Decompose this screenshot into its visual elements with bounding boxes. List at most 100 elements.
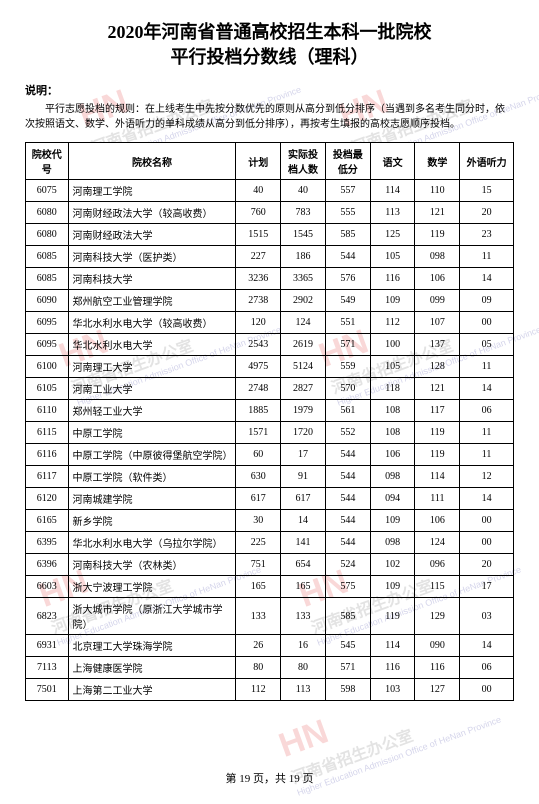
table-row: 6095华北水利水电大学（较高收费）12012455111210700 (26, 312, 514, 334)
cell-listen: 11 (460, 356, 514, 378)
cell-plan: 30 (236, 510, 281, 532)
col-header-name: 院校名称 (68, 143, 236, 180)
cell-listen: 14 (460, 378, 514, 400)
cell-code: 7113 (26, 657, 69, 679)
cell-score: 598 (325, 679, 370, 701)
cell-code: 6100 (26, 356, 69, 378)
page-title: 2020年河南省普通高校招生本科一批院校 平行投档分数线（理科） (25, 20, 514, 70)
cell-chinese: 112 (370, 312, 415, 334)
cell-score: 571 (325, 657, 370, 679)
cell-actual: 80 (281, 657, 326, 679)
cell-code: 6095 (26, 312, 69, 334)
table-row: 6080河南财经政法大学（较高收费）76078355511312120 (26, 202, 514, 224)
cell-actual: 133 (281, 598, 326, 635)
cell-plan: 1515 (236, 224, 281, 246)
cell-plan: 4975 (236, 356, 281, 378)
cell-actual: 5124 (281, 356, 326, 378)
table-row: 6396河南科技大学（农林类）75165452410209620 (26, 554, 514, 576)
table-row: 6931北京理工大学珠海学院261654511409014 (26, 635, 514, 657)
cell-chinese: 109 (370, 576, 415, 598)
cell-actual: 186 (281, 246, 326, 268)
cell-listen: 14 (460, 635, 514, 657)
table-row: 6095华北水利水电大学2543261957110013705 (26, 334, 514, 356)
cell-name: 中原工学院（软件类） (68, 466, 236, 488)
cell-actual: 3365 (281, 268, 326, 290)
cell-code: 6165 (26, 510, 69, 532)
cell-score: 544 (325, 466, 370, 488)
cell-score: 544 (325, 488, 370, 510)
cell-code: 6931 (26, 635, 69, 657)
cell-name: 河南科技大学 (68, 268, 236, 290)
table-row: 6075河南理工学院404055711411015 (26, 180, 514, 202)
cell-math: 116 (415, 657, 460, 679)
table-row: 6115中原工学院1571172055210811911 (26, 422, 514, 444)
cell-name: 河南科技大学（医护类） (68, 246, 236, 268)
col-header-score: 投档最低分 (325, 143, 370, 180)
cell-code: 6105 (26, 378, 69, 400)
cell-actual: 165 (281, 576, 326, 598)
cell-code: 6116 (26, 444, 69, 466)
cell-plan: 1571 (236, 422, 281, 444)
cell-chinese: 113 (370, 202, 415, 224)
cell-listen: 00 (460, 312, 514, 334)
cell-code: 7501 (26, 679, 69, 701)
table-row: 6823浙大城市学院（原浙江大学城市学院）13313358511912903 (26, 598, 514, 635)
cell-math: 115 (415, 576, 460, 598)
cell-name: 河南理工学院 (68, 180, 236, 202)
cell-math: 121 (415, 378, 460, 400)
cell-math: 107 (415, 312, 460, 334)
note-body: 平行志愿投档的规则：在上线考生中先按分数优先的原则从高分到低分排序（当遇到多名考… (25, 102, 514, 132)
cell-chinese: 105 (370, 246, 415, 268)
cell-chinese: 100 (370, 334, 415, 356)
cell-chinese: 109 (370, 510, 415, 532)
cell-code: 6120 (26, 488, 69, 510)
cell-actual: 40 (281, 180, 326, 202)
table-row: 7501上海第二工业大学11211359810312700 (26, 679, 514, 701)
cell-score: 544 (325, 444, 370, 466)
cell-score: 545 (325, 635, 370, 657)
cell-code: 6117 (26, 466, 69, 488)
cell-score: 555 (325, 202, 370, 224)
cell-name: 浙大城市学院（原浙江大学城市学院） (68, 598, 236, 635)
cell-plan: 1885 (236, 400, 281, 422)
cell-listen: 14 (460, 268, 514, 290)
cell-actual: 16 (281, 635, 326, 657)
cell-actual: 17 (281, 444, 326, 466)
pager: 第 19 页，共 19 页 (0, 770, 539, 786)
cell-math: 111 (415, 488, 460, 510)
cell-chinese: 098 (370, 532, 415, 554)
cell-actual: 141 (281, 532, 326, 554)
cell-plan: 227 (236, 246, 281, 268)
cell-listen: 11 (460, 444, 514, 466)
cell-plan: 133 (236, 598, 281, 635)
cell-name: 河南城建学院 (68, 488, 236, 510)
cell-actual: 783 (281, 202, 326, 224)
cell-plan: 3236 (236, 268, 281, 290)
cell-actual: 654 (281, 554, 326, 576)
cell-score: 549 (325, 290, 370, 312)
cell-plan: 2748 (236, 378, 281, 400)
cell-plan: 630 (236, 466, 281, 488)
cell-listen: 12 (460, 466, 514, 488)
cell-code: 6115 (26, 422, 69, 444)
cell-chinese: 102 (370, 554, 415, 576)
table-header-row: 院校代号 院校名称 计划 实际投档人数 投档最低分 语文 数学 外语听力 (26, 143, 514, 180)
cell-listen: 06 (460, 400, 514, 422)
cell-listen: 00 (460, 510, 514, 532)
table-row: 6116中原工学院（中原彼得堡航空学院）601754410611911 (26, 444, 514, 466)
cell-score: 551 (325, 312, 370, 334)
cell-name: 河南理工大学 (68, 356, 236, 378)
cell-plan: 40 (236, 180, 281, 202)
cell-plan: 60 (236, 444, 281, 466)
col-header-listen: 外语听力 (460, 143, 514, 180)
cell-math: 128 (415, 356, 460, 378)
table-row: 6105河南工业大学2748282757011812114 (26, 378, 514, 400)
cell-listen: 00 (460, 532, 514, 554)
cell-name: 郑州轻工业大学 (68, 400, 236, 422)
cell-name: 新乡学院 (68, 510, 236, 532)
cell-listen: 15 (460, 180, 514, 202)
cell-score: 570 (325, 378, 370, 400)
cell-chinese: 118 (370, 378, 415, 400)
cell-score: 552 (325, 422, 370, 444)
cell-listen: 05 (460, 334, 514, 356)
